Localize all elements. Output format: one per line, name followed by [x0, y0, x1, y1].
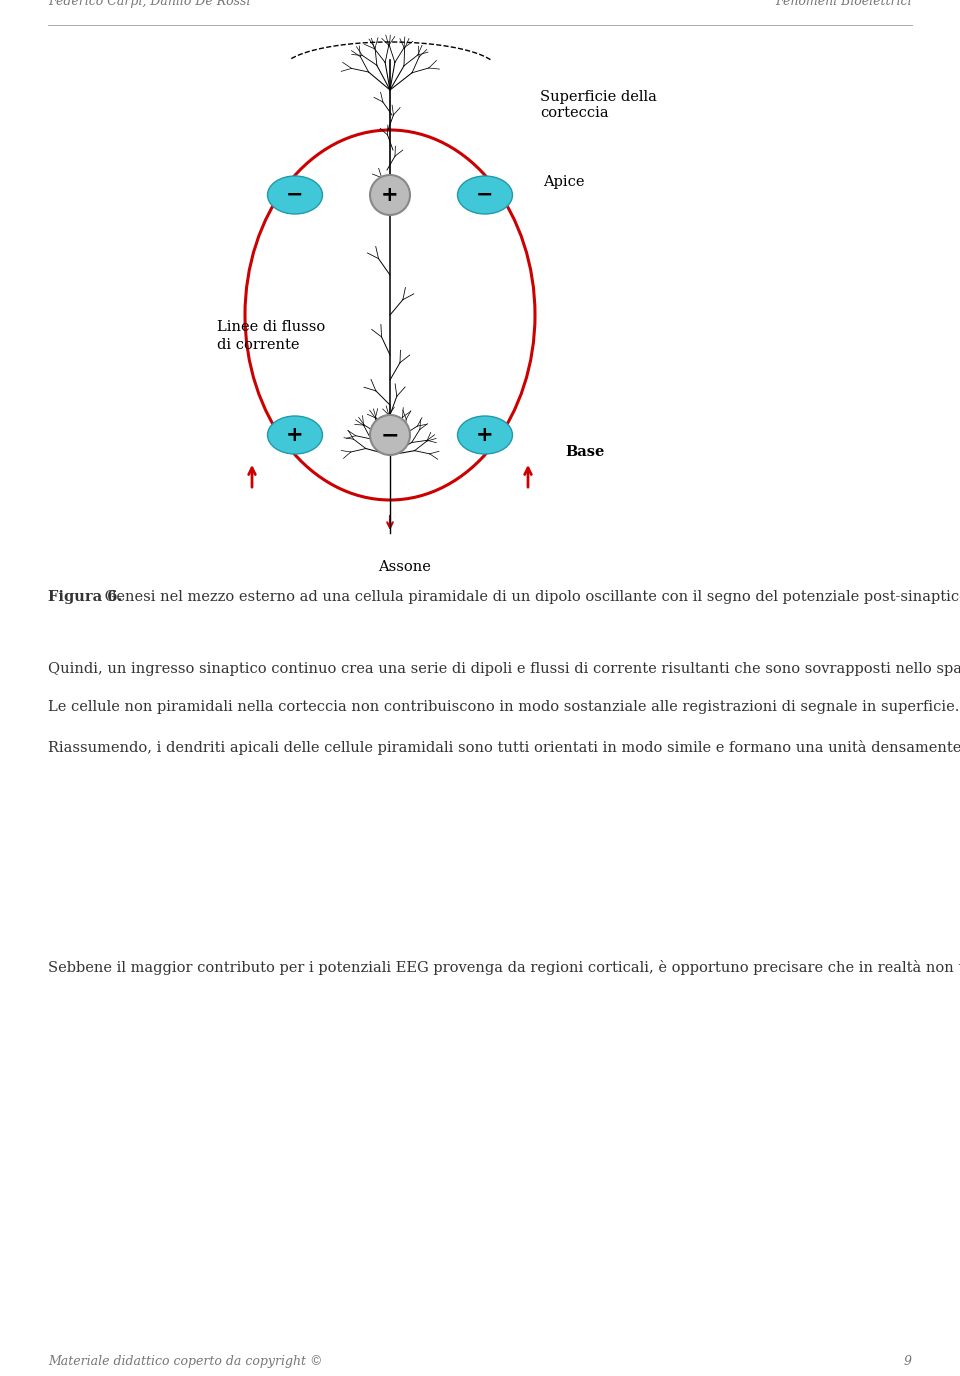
Text: −: −: [381, 425, 399, 444]
Text: Linee di flusso: Linee di flusso: [217, 321, 325, 334]
Text: Assone: Assone: [378, 560, 431, 574]
Ellipse shape: [458, 176, 513, 215]
Text: Figura 6.: Figura 6.: [48, 590, 122, 604]
Text: Riassumendo, i dendriti apicali delle cellule piramidali sono tutti orientati in: Riassumendo, i dendriti apicali delle ce…: [48, 740, 960, 755]
Text: +: +: [286, 425, 303, 444]
Ellipse shape: [268, 416, 323, 454]
Text: Federico Carpi, Danilo De Rossi: Federico Carpi, Danilo De Rossi: [48, 0, 251, 8]
Text: Genesi nel mezzo esterno ad una cellula piramidale di un dipolo oscillante con i: Genesi nel mezzo esterno ad una cellula …: [100, 590, 960, 604]
Text: +: +: [476, 425, 493, 444]
Text: di corrente: di corrente: [217, 338, 300, 352]
Text: Le cellule non piramidali nella corteccia non contribuiscono in modo sostanziale: Le cellule non piramidali nella cortecci…: [48, 700, 959, 714]
Text: −: −: [476, 184, 493, 205]
Text: Sebbene il maggior contributo per i potenziali EEG provenga da regioni corticali: Sebbene il maggior contributo per i pote…: [48, 960, 960, 976]
Text: Quindi, un ingresso sinaptico continuo crea una serie di dipoli e flussi di corr: Quindi, un ingresso sinaptico continuo c…: [48, 662, 960, 676]
Text: +: +: [381, 184, 398, 205]
Text: Materiale didattico coperto da copyright ©: Materiale didattico coperto da copyright…: [48, 1355, 323, 1368]
Text: Apice: Apice: [543, 175, 585, 189]
Text: 9: 9: [904, 1355, 912, 1368]
Ellipse shape: [268, 176, 323, 215]
Text: −: −: [286, 184, 303, 205]
Circle shape: [370, 175, 410, 215]
Circle shape: [370, 416, 410, 455]
Text: Fenomeni Bioelettrici: Fenomeni Bioelettrici: [776, 0, 912, 8]
Text: Base: Base: [565, 444, 605, 460]
Text: Superficie della
corteccia: Superficie della corteccia: [540, 89, 657, 120]
Ellipse shape: [458, 416, 513, 454]
